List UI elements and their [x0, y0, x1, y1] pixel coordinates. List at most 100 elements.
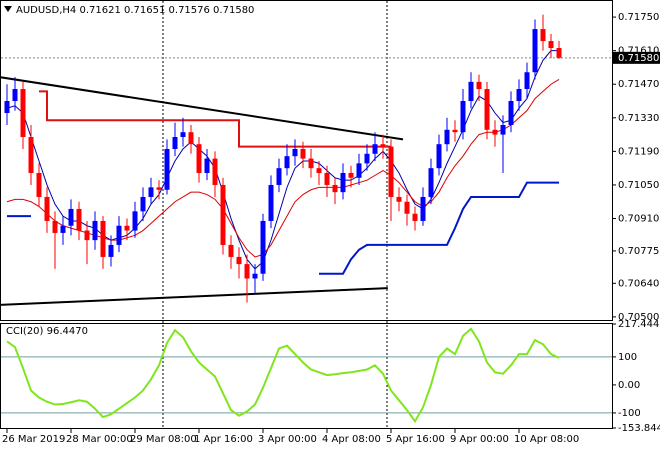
candle-body: [468, 81, 474, 102]
candle-body: [428, 168, 434, 197]
candle-body: [316, 168, 322, 173]
candle-body: [444, 129, 450, 145]
candle-body: [68, 208, 74, 226]
y-tick-label: -100: [618, 408, 641, 419]
y-tick-label: 0.71470: [618, 79, 659, 90]
candle-body: [220, 184, 226, 245]
y-tick-label: 217.4443: [618, 319, 660, 330]
candle-body: [452, 129, 458, 133]
candle-body: [388, 146, 394, 197]
candle-body: [164, 148, 170, 190]
x-tick-label: 29 Mar 08:00: [130, 434, 197, 445]
candle-body: [476, 81, 482, 90]
candle-body: [524, 72, 530, 90]
menu-icon: [4, 6, 12, 12]
candle-body: [404, 201, 410, 214]
candle-body: [124, 225, 130, 231]
candle-body: [44, 196, 50, 221]
y-tick-label: 0.71610: [618, 46, 659, 57]
trend-line: [0, 76, 404, 141]
candle-body: [292, 148, 298, 157]
candle-body: [300, 148, 306, 159]
current-price-box: [612, 51, 660, 64]
series-line: [6, 79, 560, 258]
candle-body: [356, 163, 362, 178]
series-line: [6, 50, 559, 270]
plot: 0.71750 0.71610 0.71470 0.71330 0.71190 0.710…: [0, 12, 660, 445]
candle-body: [180, 132, 186, 137]
candle-body: [324, 172, 330, 185]
candle-body: [172, 136, 178, 149]
candle-body: [196, 144, 202, 173]
candle-body: [396, 196, 402, 202]
candle-body: [92, 220, 98, 241]
candle-body: [460, 101, 466, 133]
candle-body: [84, 230, 90, 241]
candle-body: [76, 208, 82, 231]
y-tick-label: -153.8447: [618, 423, 660, 434]
candle-body: [436, 144, 442, 169]
y-tick-label: 0.70910: [618, 214, 659, 225]
x-tick-label: 3 Apr 00:00: [258, 434, 317, 445]
series-line: [319, 181, 559, 275]
candle-body: [500, 125, 506, 135]
main-panel-frame: [0, 0, 613, 321]
candle-body: [484, 89, 490, 130]
series-line: [6, 327, 560, 424]
y-tick-label: 0.70640: [618, 278, 659, 289]
candle-body: [412, 213, 418, 221]
candle-body: [268, 184, 274, 221]
y-tick-label: 100: [618, 352, 637, 363]
x-tick-label: 9 Apr 00:00: [450, 434, 509, 445]
candle-body: [372, 144, 378, 154]
x-tick-label: 5 Apr 16:00: [386, 434, 445, 445]
candle-body: [244, 264, 250, 279]
current-price-label: 0.71580: [618, 53, 659, 64]
candle-body: [548, 41, 554, 49]
candle-body: [260, 220, 266, 274]
cci-panel-frame: [0, 323, 613, 429]
x-tick-label: 10 Apr 08:00: [514, 434, 579, 445]
candle-body: [108, 244, 114, 257]
candle-body: [532, 29, 538, 73]
candle-body: [508, 101, 514, 126]
candle-body: [492, 129, 498, 135]
y-tick-label: 0.71330: [618, 113, 659, 124]
candle-body: [204, 158, 210, 173]
candle-body: [140, 196, 146, 212]
cci-title: CCI(20) 96.4470: [6, 326, 88, 337]
candle-body: [100, 220, 106, 257]
y-tick-label: 0.70775: [618, 246, 659, 257]
candle-body: [52, 220, 58, 233]
candle-body: [236, 256, 242, 265]
candle-body: [228, 244, 234, 257]
candle-body: [380, 144, 386, 147]
candle-body: [332, 184, 338, 193]
candle-body: [348, 172, 354, 178]
candle-body: [4, 101, 10, 114]
y-tick-label: 0.00: [618, 380, 640, 391]
series-line: [39, 90, 391, 148]
x-tick-label: 26 Mar 2019: [2, 434, 65, 445]
candle-body: [28, 136, 34, 173]
x-tick-label: 1 Apr 16:00: [194, 434, 253, 445]
y-tick-label: 0.71750: [618, 12, 659, 23]
candle-body: [284, 156, 290, 169]
candle-body: [212, 158, 218, 185]
candle-body: [156, 187, 162, 190]
candle-body: [188, 132, 194, 145]
candle-body: [556, 48, 562, 58]
candle-body: [420, 196, 426, 221]
candle-body: [252, 273, 258, 279]
candle-body: [36, 172, 42, 197]
candle-body: [308, 158, 314, 169]
candle-body: [12, 89, 18, 102]
candle-body: [132, 211, 138, 231]
trend-line: [0, 287, 388, 306]
candle-body: [516, 89, 522, 102]
candle-body: [364, 153, 370, 164]
candle-body: [60, 225, 66, 233]
y-tick-label: 0.71190: [618, 146, 659, 157]
